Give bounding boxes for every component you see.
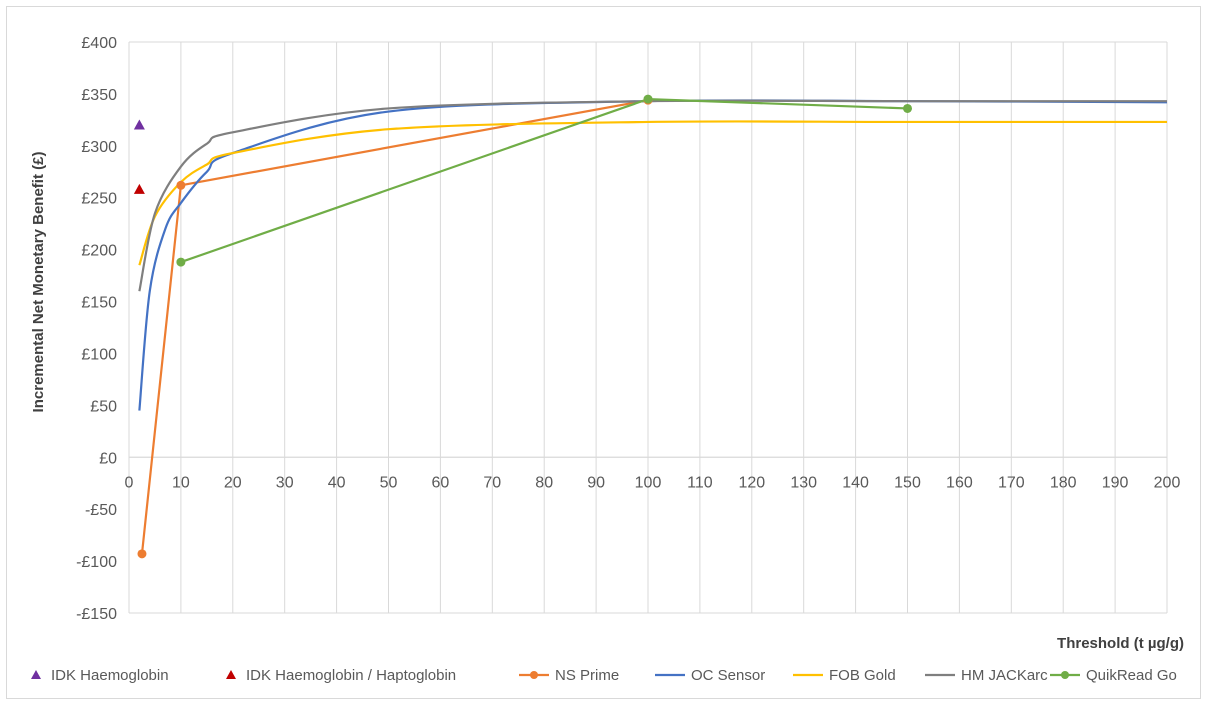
legend-item-idk-haemoglobin-haptoglobin: IDK Haemoglobin / Haptoglobin bbox=[226, 667, 456, 684]
legend-item-idk-haemoglobin: IDK Haemoglobin bbox=[31, 667, 169, 684]
x-tick-label: 160 bbox=[946, 474, 973, 491]
legend-label: HM JACKarc bbox=[961, 667, 1048, 684]
legend: IDK Haemoglobin IDK Haemoglobin / Haptogl… bbox=[31, 667, 1177, 684]
ns-prime-point bbox=[176, 181, 185, 190]
x-tick-label: 90 bbox=[587, 474, 605, 491]
legend-label: IDK Haemoglobin bbox=[51, 667, 169, 684]
chart-frame: 0 10 20 30 40 50 60 70 80 90 100 110 120 130 140 150 160… bbox=[6, 6, 1201, 699]
quikread-go-point bbox=[903, 104, 912, 113]
x-tick-label: 70 bbox=[483, 474, 501, 491]
y-tick-label: £200 bbox=[81, 243, 117, 260]
fob-gold-line bbox=[139, 121, 1167, 265]
y-tick-label: £150 bbox=[81, 295, 117, 312]
legend-item-quikread-go: QuikRead Go bbox=[1050, 667, 1177, 684]
y-tick-label: -£50 bbox=[85, 502, 117, 519]
x-tick-label: 130 bbox=[790, 474, 817, 491]
x-tick-label: 0 bbox=[125, 474, 134, 491]
x-tick-label: 10 bbox=[172, 474, 190, 491]
x-tick-label: 80 bbox=[535, 474, 553, 491]
x-tick-label: 50 bbox=[380, 474, 398, 491]
idk-haemoglobin-marker bbox=[134, 120, 145, 130]
x-tick-label: 180 bbox=[1050, 474, 1077, 491]
x-tick-label: 40 bbox=[328, 474, 346, 491]
legend-swatch-marker bbox=[1061, 671, 1069, 679]
x-tick-label: 110 bbox=[687, 474, 713, 491]
legend-item-ns-prime: NS Prime bbox=[519, 667, 619, 684]
y-axis-title: Incremental Net Monetary Benefit (£) bbox=[30, 152, 47, 413]
x-tick-label: 20 bbox=[224, 474, 242, 491]
legend-label: FOB Gold bbox=[829, 667, 896, 684]
legend-swatch-marker bbox=[530, 671, 538, 679]
x-tick-label: 150 bbox=[894, 474, 921, 491]
legend-label: OC Sensor bbox=[691, 667, 765, 684]
legend-swatch bbox=[226, 670, 236, 679]
x-axis-title: Threshold (t µg/g) bbox=[1057, 635, 1184, 652]
x-tick-label: 60 bbox=[432, 474, 450, 491]
x-tick-label: 120 bbox=[738, 474, 765, 491]
x-tick-label: 100 bbox=[635, 474, 662, 491]
idk-haemoglobin-haptoglobin-marker bbox=[134, 184, 145, 194]
legend-label: IDK Haemoglobin / Haptoglobin bbox=[246, 667, 456, 684]
y-tick-label: £250 bbox=[81, 191, 117, 208]
x-tick-label: 200 bbox=[1154, 474, 1181, 491]
ns-prime-point bbox=[137, 549, 146, 558]
y-tick-label: £0 bbox=[99, 450, 117, 467]
legend-item-hm-jackarc: HM JACKarc bbox=[925, 667, 1048, 684]
legend-item-fob-gold: FOB Gold bbox=[793, 667, 896, 684]
line-chart: 0 10 20 30 40 50 60 70 80 90 100 110 120 130 140 150 160… bbox=[7, 7, 1200, 698]
y-tick-label: £100 bbox=[81, 346, 117, 363]
y-tick-label: £350 bbox=[81, 87, 117, 104]
hm-jackarc-line bbox=[139, 101, 1167, 292]
y-tick-label: £50 bbox=[90, 398, 117, 415]
x-tick-label: 30 bbox=[276, 474, 294, 491]
legend-swatch bbox=[31, 670, 41, 679]
y-tick-label: £400 bbox=[81, 35, 117, 52]
legend-label: NS Prime bbox=[555, 667, 619, 684]
grid-lines bbox=[129, 42, 1167, 613]
quikread-go-point bbox=[644, 95, 653, 104]
y-tick-label: -£100 bbox=[76, 554, 117, 571]
x-tick-label: 140 bbox=[842, 474, 869, 491]
quikread-go-point bbox=[176, 258, 185, 267]
x-tick-label: 190 bbox=[1102, 474, 1129, 491]
oc-sensor-line bbox=[139, 100, 1167, 410]
y-tick-label: -£150 bbox=[76, 606, 117, 623]
x-tick-label: 170 bbox=[998, 474, 1025, 491]
legend-item-oc-sensor: OC Sensor bbox=[655, 667, 765, 684]
legend-label: QuikRead Go bbox=[1086, 667, 1177, 684]
y-tick-label: £300 bbox=[81, 139, 117, 156]
